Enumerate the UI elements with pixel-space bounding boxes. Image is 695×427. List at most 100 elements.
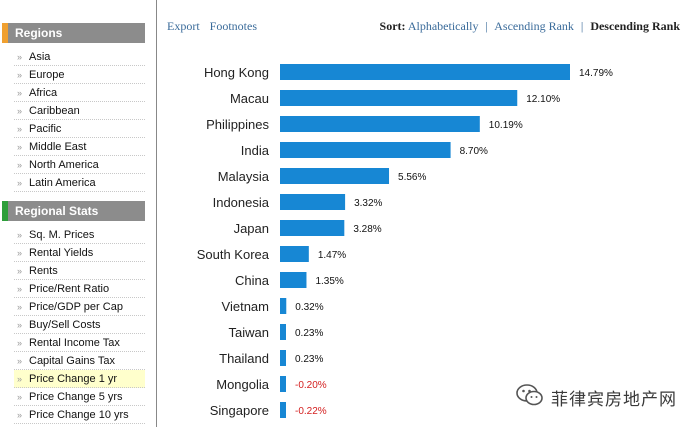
bar (280, 324, 286, 340)
region-item[interactable]: » Asia (14, 48, 145, 66)
chevron-right-icon: » (17, 52, 23, 62)
category-label: China (235, 273, 270, 288)
region-item-label: Caribbean (29, 105, 80, 117)
value-label: 1.35% (315, 276, 343, 287)
stat-item[interactable]: » Price/GDP per Cap (14, 298, 145, 316)
category-label: Taiwan (229, 325, 269, 340)
value-label: 0.23% (295, 354, 323, 365)
stat-item-label: Price Change 10 yrs (29, 409, 129, 421)
category-label: Hong Kong (204, 65, 269, 80)
bar (280, 272, 307, 288)
value-label: 14.79% (579, 68, 613, 79)
chevron-right-icon: » (17, 374, 23, 384)
region-item[interactable]: » Pacific (14, 120, 145, 138)
stat-item[interactable]: » Price Change 1 yr (14, 370, 145, 388)
region-item[interactable]: » Europe (14, 66, 145, 84)
chevron-right-icon: » (17, 160, 23, 170)
chevron-right-icon: » (17, 266, 23, 276)
chevron-right-icon: » (17, 356, 23, 366)
bar (280, 298, 287, 314)
region-item-label: Asia (29, 51, 51, 63)
category-label: Macau (230, 91, 269, 106)
sort-separator: | (485, 19, 488, 33)
stat-item[interactable]: » Price Change 10 yrs (14, 406, 145, 424)
region-item-label: Africa (29, 87, 58, 99)
stat-item-label: Price Change 1 yr (29, 373, 118, 385)
region-item[interactable]: » North America (14, 156, 145, 174)
region-item[interactable]: » Caribbean (14, 102, 145, 120)
bar (280, 402, 286, 418)
stat-item[interactable]: » Price Change 5 yrs (14, 388, 145, 406)
regional-stats-header-label: Regional Stats (15, 204, 99, 218)
stat-item[interactable]: » Buy/Sell Costs (14, 316, 145, 334)
value-label: 12.10% (526, 94, 560, 105)
sort-descending-current: Descending Rank (590, 19, 680, 33)
stat-item-label: Price/Rent Ratio (29, 283, 110, 295)
stat-item-label: Price/GDP per Cap (29, 301, 123, 313)
category-label: Vietnam (222, 299, 269, 314)
value-label: 0.32% (295, 302, 323, 313)
stat-item[interactable]: » Sq. M. Prices (14, 226, 145, 244)
category-label: Mongolia (216, 377, 270, 392)
bar (280, 168, 390, 184)
stat-item-label: Rental Income Tax (29, 337, 120, 349)
category-label: Philippines (206, 117, 269, 132)
export-link[interactable]: Export (167, 19, 200, 33)
wechat-icon (516, 384, 543, 406)
regional-stats-header: Regional Stats (2, 201, 145, 221)
chevron-right-icon: » (17, 178, 23, 188)
chevron-right-icon: » (17, 320, 23, 330)
category-label: India (241, 143, 270, 158)
category-label: South Korea (197, 247, 270, 262)
sort-label: Sort: (379, 19, 406, 33)
chevron-right-icon: » (17, 410, 23, 420)
chevron-right-icon: » (17, 70, 23, 80)
footnotes-link[interactable]: Footnotes (209, 19, 258, 33)
region-item-label: Middle East (29, 141, 87, 153)
stat-item-label: Capital Gains Tax (29, 355, 116, 367)
regions-list: » Asia » Europe » Africa » Caribbean » Pacific » Mi… (14, 48, 145, 192)
value-label: 1.47% (318, 250, 346, 261)
stat-item[interactable]: » Rental Yields (14, 244, 145, 262)
chevron-right-icon: » (17, 230, 23, 240)
region-item[interactable]: » Africa (14, 84, 145, 102)
region-item-label: Pacific (29, 123, 62, 135)
chevron-right-icon: » (17, 106, 23, 116)
region-item[interactable]: » Latin America (14, 174, 145, 192)
region-item[interactable]: » Middle East (14, 138, 145, 156)
toolbar: Export Footnotes Sort: Alphabetically | … (167, 19, 687, 37)
regional-stats-list: » Sq. M. Prices » Rental Yields » Rents » Price… (14, 226, 145, 424)
bar (280, 194, 346, 210)
sort-ascending-link[interactable]: Ascending Rank (494, 19, 574, 33)
watermark-text: 菲律宾房地产网 (551, 390, 677, 409)
value-label: 8.70% (460, 146, 488, 157)
bar (280, 116, 480, 132)
chevron-right-icon: » (17, 392, 23, 402)
stat-item-label: Buy/Sell Costs (29, 319, 101, 331)
sort-separator: | (580, 19, 584, 33)
stat-item[interactable]: » Rents (14, 262, 145, 280)
stat-item[interactable]: » Price/Rent Ratio (14, 280, 145, 298)
sort-controls: Sort: Alphabetically | Ascending Rank | … (380, 19, 680, 34)
category-label: Indonesia (213, 195, 270, 210)
bar (280, 246, 309, 262)
category-label: Thailand (219, 351, 269, 366)
chevron-right-icon: » (17, 284, 23, 294)
chevron-right-icon: » (17, 88, 23, 98)
bar (280, 142, 451, 158)
value-label: -0.20% (295, 380, 327, 391)
value-label: 5.56% (398, 172, 426, 183)
chevron-right-icon: » (17, 338, 23, 348)
regions-accent-bar (2, 23, 8, 43)
chevron-right-icon: » (17, 124, 23, 134)
stat-item-label: Sq. M. Prices (29, 229, 95, 241)
stat-item[interactable]: » Capital Gains Tax (14, 352, 145, 370)
region-item-label: North America (29, 159, 99, 171)
sort-alphabetically-link[interactable]: Alphabetically (407, 19, 479, 33)
bar (280, 350, 286, 366)
stat-item-label: Rents (29, 265, 58, 277)
value-label: 3.28% (353, 224, 381, 235)
stat-item[interactable]: » Rental Income Tax (14, 334, 145, 352)
sidebar: Regions » Asia » Europe » Africa » Caribbean » Pa… (0, 0, 157, 427)
